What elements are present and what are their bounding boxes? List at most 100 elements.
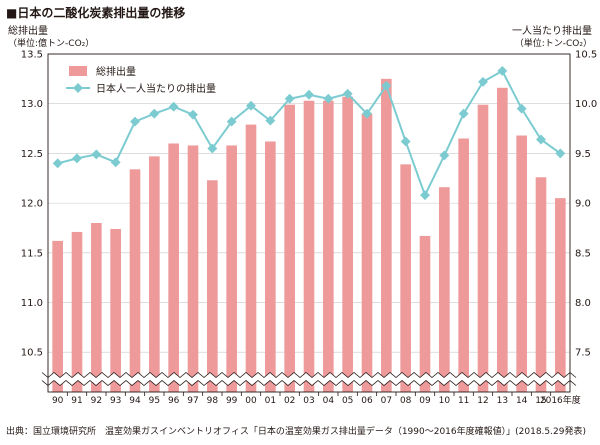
line-marker — [497, 65, 508, 76]
bar — [555, 198, 566, 392]
bar — [439, 187, 450, 392]
x-tick-label: 14 — [516, 396, 528, 406]
bar-series — [52, 78, 566, 393]
line-marker — [91, 149, 102, 160]
x-tick-label: 06 — [361, 396, 373, 406]
line-marker — [207, 143, 218, 154]
right-tick-label: 9.5 — [575, 149, 591, 160]
x-tick-label: 96 — [168, 396, 180, 406]
x-tick-label: 94 — [129, 396, 141, 406]
left-axis-title: 総排出量 — [8, 24, 48, 37]
line-marker — [304, 89, 314, 100]
plot-frame — [47, 53, 571, 393]
left-axis-unit: （単位:億トン-CO₂） — [8, 37, 94, 49]
bar — [226, 145, 237, 392]
line-marker — [555, 148, 566, 159]
legend: 総排出量 日本人一人当たりの排出量 — [66, 65, 216, 95]
axis-break-fill — [42, 372, 576, 386]
line-marker — [168, 101, 179, 112]
bar — [535, 177, 547, 392]
x-tick-label: 08 — [400, 396, 412, 406]
bar — [168, 143, 179, 392]
right-tick-label: 8.5 — [575, 248, 591, 259]
line-marker — [420, 190, 430, 201]
x-tick-label: 05 — [342, 396, 353, 406]
source-note: 出典：国立環境研究所 温室効果ガスインベントリオフィス「日本の温室効果ガス排出量… — [6, 427, 586, 437]
right-tick-label: 10.0 — [575, 99, 597, 110]
line-marker — [72, 153, 82, 164]
x-tick-label: 2016年度 — [540, 394, 581, 406]
left-tick-label: 12.5 — [21, 149, 43, 160]
x-tick-label: 12 — [477, 396, 488, 406]
left-tick-label: 13.5 — [21, 50, 43, 61]
line-marker — [536, 134, 546, 145]
bar — [458, 138, 469, 392]
bar — [52, 240, 63, 392]
bar — [71, 231, 83, 392]
line-marker — [110, 157, 121, 168]
x-tick-label: 98 — [207, 396, 219, 406]
bar — [342, 96, 353, 392]
bar — [207, 180, 218, 392]
x-tick-label: 13 — [497, 396, 508, 406]
line-marker — [439, 150, 450, 161]
bar — [381, 78, 392, 393]
bar — [110, 228, 121, 392]
line-marker — [149, 108, 160, 119]
x-tick-label: 10 — [439, 396, 451, 406]
left-tick-label: 11.0 — [21, 298, 43, 309]
line-marker — [226, 116, 237, 127]
right-tick-label: 9.0 — [575, 199, 591, 210]
x-tick-label: 01 — [265, 396, 276, 406]
x-tick-label: 07 — [381, 396, 392, 406]
tick-labels: 13.5 13.0 12.5 12.0 11.5 11.0 10.5 10.5 10.0 9.5 9… — [21, 50, 598, 407]
legend-bar-swatch — [69, 66, 87, 76]
bar — [303, 100, 315, 393]
left-tick-label: 11.5 — [21, 248, 43, 259]
legend-line-marker — [73, 83, 83, 93]
x-tick-label: 09 — [419, 396, 431, 406]
x-tick-label: 99 — [226, 396, 238, 406]
right-tick-label: 7.5 — [575, 348, 591, 359]
x-tick-label: 91 — [71, 396, 82, 406]
axis-break-line — [41, 371, 577, 379]
x-tick-label: 97 — [187, 396, 198, 406]
line-marker — [188, 109, 198, 120]
bar — [516, 135, 527, 393]
axis-break — [41, 371, 577, 387]
x-tick-label: 15 — [535, 396, 546, 406]
line-marker — [246, 100, 256, 111]
bar — [497, 87, 508, 393]
bar — [323, 100, 334, 393]
line-marker — [130, 116, 140, 127]
left-tick-label: 13.0 — [21, 99, 43, 110]
bar — [245, 124, 257, 393]
left-tick-label: 10.5 — [21, 348, 43, 359]
line-marker — [478, 76, 488, 87]
x-tick-label: 90 — [52, 396, 64, 406]
legend-bar-label: 総排出量 — [96, 65, 136, 78]
bar — [187, 145, 199, 392]
bar — [477, 104, 489, 392]
bar — [361, 113, 373, 392]
x-tick-label: 03 — [303, 396, 314, 406]
bar — [91, 223, 102, 392]
axis-break-line — [41, 379, 577, 387]
x-tick-label: 92 — [91, 396, 102, 406]
bar — [400, 164, 411, 392]
left-tick-label: 12.0 — [21, 199, 43, 210]
line-marker — [400, 136, 411, 147]
legend-line-label: 日本人一人当たりの排出量 — [96, 82, 216, 95]
line-marker — [52, 158, 63, 169]
x-tick-label: 02 — [284, 396, 295, 406]
bar — [149, 156, 160, 392]
line-marker — [458, 108, 469, 119]
right-tick-label: 8.0 — [575, 298, 591, 309]
right-axis-title: 一人当たり排出量 — [512, 24, 592, 37]
bar — [284, 104, 295, 392]
x-tick-label: 11 — [458, 396, 469, 406]
chart-title: ■日本の二酸化炭素排出量の推移 — [6, 6, 186, 20]
right-axis-unit: （単位:トン-CO₂） — [515, 37, 592, 49]
